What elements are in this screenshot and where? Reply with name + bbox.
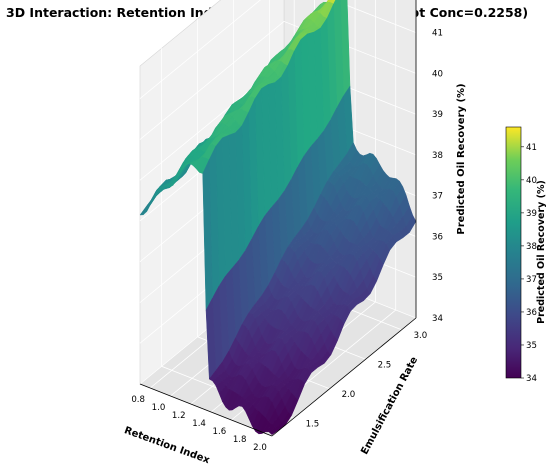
z-tick-label: 35 [432, 273, 443, 283]
colorbar-ticks: 34 35 36 37 38 39 40 41 [521, 143, 537, 384]
colorbar-tick-label: 34 [526, 374, 537, 384]
z-gridline [139, 20, 417, 140]
z-tick-label: 40 [432, 69, 443, 79]
axis-lines [139, 0, 417, 437]
colorbar-label: Predicted Oil Recovery (%) [536, 180, 547, 324]
colorbar: 34 35 36 37 38 39 40 41 Predicted Oil Recovery … [505, 126, 547, 384]
x-tick-label: 2.0 [253, 443, 267, 453]
x-axis-line [139, 383, 273, 437]
y-tick-label: 3.0 [414, 331, 428, 341]
y-tick-label: 1.5 [306, 419, 320, 429]
colorbar-tick-label: 39 [526, 209, 537, 219]
x-tick-label: 1.0 [152, 403, 166, 413]
z-tick-label: 38 [432, 151, 443, 161]
x-tick-label: 1.6 [213, 427, 227, 437]
x-tick-label: 0.8 [131, 395, 145, 405]
colorbar-tick-label: 40 [526, 176, 537, 186]
z-tick-label: 39 [432, 110, 443, 120]
z-tick-label: 36 [432, 232, 443, 242]
y-axis-line [271, 317, 417, 437]
colorbar-tick-label: 36 [526, 308, 537, 318]
axes-3d: 0.8 1.0 1.2 1.4 1.6 1.8 2.0 1.5 2.0 2.5 3.0 34 35 36 3… [123, 0, 467, 466]
x-tick-label: 1.8 [233, 435, 247, 445]
colorbar-tick-label: 35 [526, 341, 537, 351]
z-tick-label: 41 [432, 29, 443, 39]
tick-labels: 0.8 1.0 1.2 1.4 1.6 1.8 2.0 1.5 2.0 2.5 3.0 34 35 36 3… [131, 29, 443, 453]
y-tick-label: 2.5 [378, 360, 392, 370]
colorbar-tick-label: 37 [526, 275, 537, 285]
colorbar-gradient [505, 126, 522, 379]
colorbar-tick-label: 41 [526, 143, 537, 153]
z-axis-label: Predicted Oil Recovery (%) [456, 83, 467, 234]
x-tick-label: 1.4 [192, 419, 206, 429]
z-gridline [139, 0, 417, 99]
x-axis-label: Retention Index [123, 425, 212, 466]
surface-plot [139, 0, 417, 436]
z-tick-label: 37 [432, 192, 443, 202]
y-tick-label: 2.0 [342, 390, 356, 400]
colorbar-tick-label: 38 [526, 242, 537, 252]
z-tick-label: 34 [432, 314, 443, 324]
x-tick-label: 1.2 [172, 411, 186, 421]
